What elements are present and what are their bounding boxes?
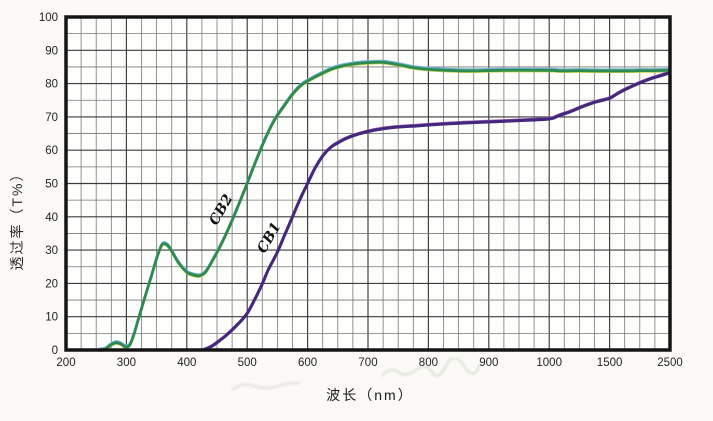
cb1-curve [202, 71, 671, 352]
y-axis-tick-label: 20 [45, 278, 58, 290]
y-axis-tick-label: 70 [45, 112, 58, 124]
scan-watermark-artifact [381, 358, 481, 377]
y-axis-tick-label: 30 [45, 245, 58, 257]
x-axis-tick-label: 400 [177, 357, 196, 369]
y-axis-tick-label: 100 [39, 12, 58, 24]
x-axis-tick-label: 2500 [657, 357, 683, 369]
x-axis-tick-label: 300 [117, 357, 136, 369]
x-axis-tick-label: 1500 [597, 357, 623, 369]
cb2-curve [98, 60, 671, 352]
x-axis-title: 波长（nm） [326, 387, 414, 403]
x-axis-tick-label: 600 [298, 357, 317, 369]
x-axis-tick-label: 1000 [536, 357, 562, 369]
x-axis-tick-label: 900 [479, 357, 498, 369]
x-axis-tick-label: 700 [358, 357, 377, 369]
plot-border [64, 15, 672, 352]
y-axis-tick-label: 90 [45, 45, 58, 57]
x-axis-tick-label: 500 [238, 357, 257, 369]
y-axis-tick-label: 50 [45, 179, 58, 191]
x-axis-tick-label: 200 [56, 357, 75, 369]
y-axis-tick-label: 40 [45, 212, 58, 224]
y-axis-tick-label: 10 [45, 312, 58, 324]
y-axis-title: 透过率（T%） [9, 165, 25, 271]
scan-smudge-artifact [231, 381, 301, 392]
y-axis-tick-label: 0 [52, 345, 58, 357]
y-axis-tick-label: 60 [45, 145, 58, 157]
x-axis-tick-label: 800 [419, 357, 438, 369]
y-axis-tick-label: 80 [45, 79, 58, 91]
